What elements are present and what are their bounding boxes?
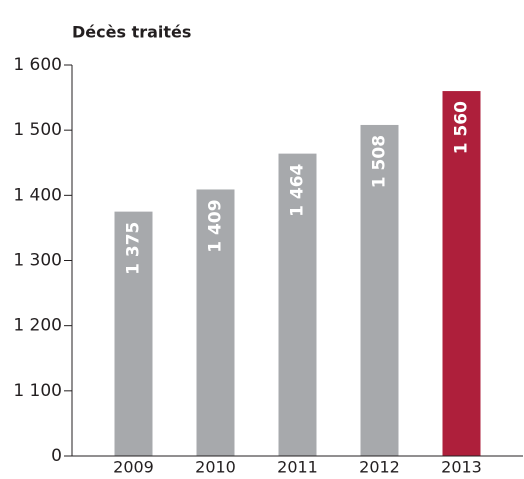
data-label: 1 560 (452, 101, 472, 154)
data-label: 1 409 (206, 199, 226, 252)
y-tick-label: 1 500 (13, 120, 62, 140)
data-label: 1 508 (370, 135, 390, 188)
x-tick-label: 2010 (195, 458, 236, 477)
bar (360, 124, 399, 456)
x-tick-label: 2011 (277, 458, 318, 477)
y-tick-label: 0 (51, 446, 62, 466)
y-tick-label: 1 300 (13, 251, 62, 271)
bar (442, 91, 481, 457)
bar (278, 153, 317, 457)
chart-title: Décès traités (72, 23, 191, 42)
y-tick-label: 1 100 (13, 381, 62, 401)
y-tick-label: 1 600 (13, 55, 62, 75)
y-tick-label: 1 400 (13, 185, 62, 205)
bar (114, 211, 153, 456)
data-label: 1 375 (124, 222, 144, 275)
x-tick-label: 2013 (441, 458, 482, 477)
data-label: 1 464 (288, 163, 308, 216)
x-tick-label: 2009 (113, 458, 154, 477)
x-tick-label: 2012 (359, 458, 400, 477)
y-tick-label: 1 200 (13, 316, 62, 336)
bar (196, 189, 235, 457)
